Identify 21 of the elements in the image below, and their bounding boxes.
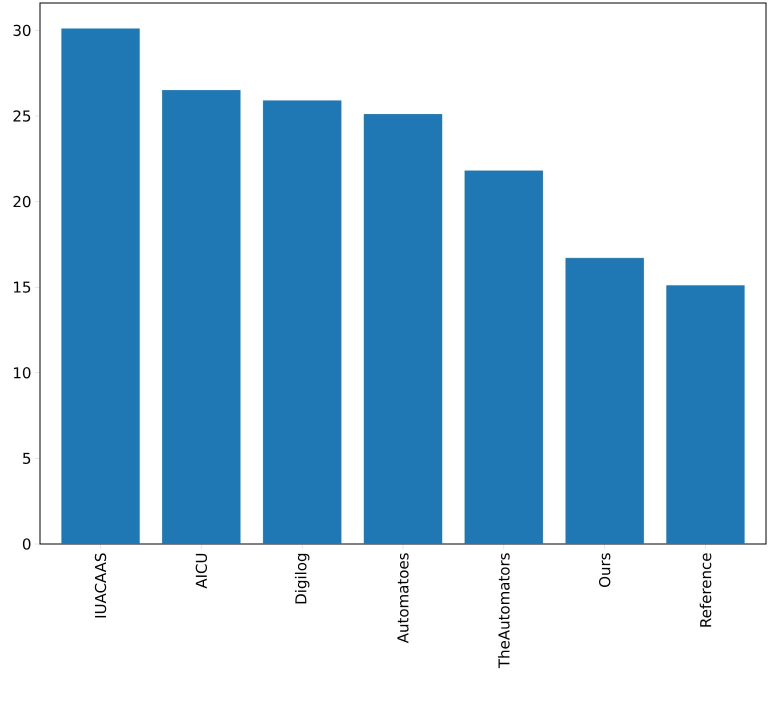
- y-tick-label: 15: [14, 282, 30, 293]
- bar: [262, 100, 342, 544]
- bar: [364, 114, 442, 544]
- y-tick-label: 5: [23, 452, 30, 464]
- x-tick-label: Digilog: [294, 554, 310, 604]
- bar: [162, 90, 241, 544]
- x-tick-label: AICU: [196, 554, 208, 589]
- x-tick-label: TheAutomators: [498, 553, 510, 668]
- bar: [666, 285, 745, 544]
- bar: [565, 258, 644, 544]
- x-tick-label: Ours: [599, 553, 610, 587]
- y-tick-label: 25: [13, 110, 30, 122]
- bar: [61, 28, 140, 544]
- x-tick-label: Reference: [700, 553, 712, 627]
- x-tick-label: IUACAAS: [94, 553, 106, 618]
- y-tick-label: 30: [14, 24, 30, 36]
- y-tick-label: 20: [13, 196, 30, 208]
- x-tick-label: Automatoes: [397, 553, 409, 644]
- y-tick-label: 0: [22, 538, 30, 550]
- y-tick-label: 10: [14, 367, 30, 378]
- bar: [464, 170, 544, 544]
